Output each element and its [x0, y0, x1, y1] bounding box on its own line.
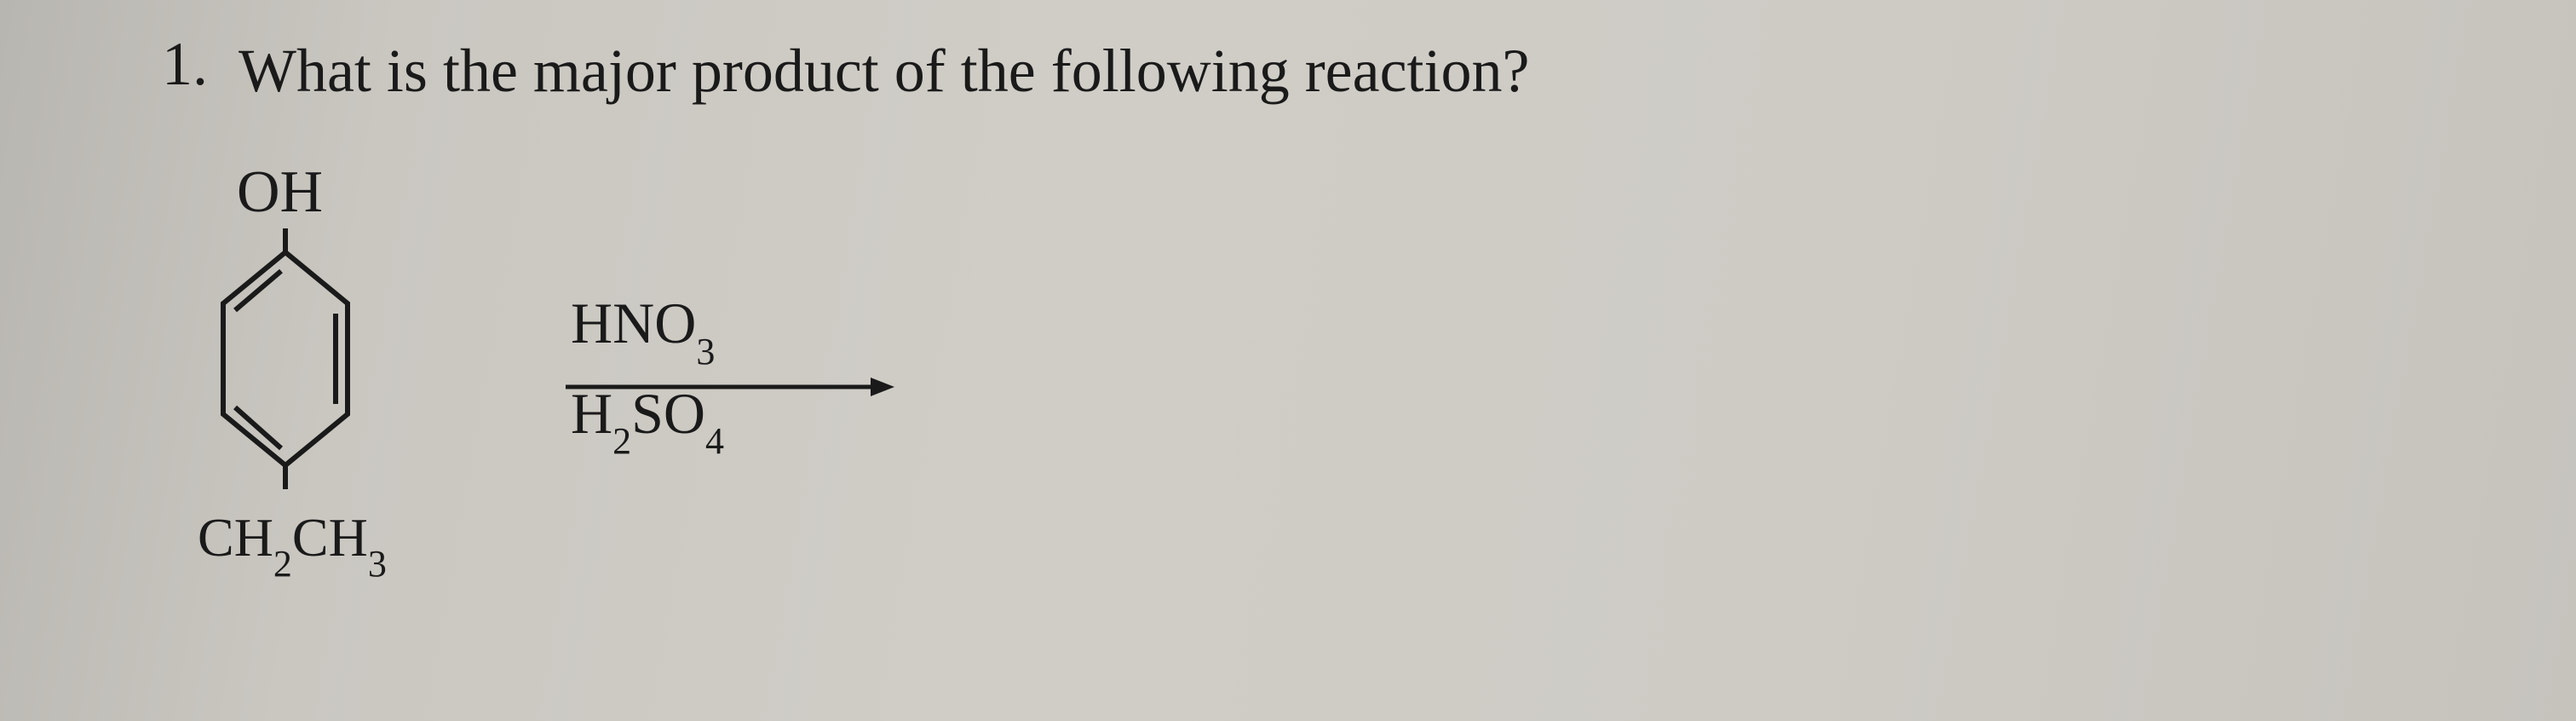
reagent-top-part-0: HNO [571, 291, 696, 355]
substituent-top-label: OH [237, 159, 323, 227]
ethyl-part-2: CH [292, 507, 368, 568]
ring-outline [223, 228, 348, 489]
substituent-bottom-label: CH2CH3 [198, 506, 387, 577]
ethyl-part-3: 3 [368, 543, 387, 585]
reagent-bottom-part-1: 2 [612, 420, 631, 462]
page-root: 1. What is the major product of the foll… [0, 0, 2576, 721]
benzene-ring [196, 228, 375, 493]
reaction-conditions: HNO3 H2SO4 [571, 290, 724, 454]
ethyl-part-0: CH [198, 507, 273, 568]
question-number: 1. [162, 27, 208, 101]
ethyl-part-1: 2 [273, 543, 292, 585]
hexagon [223, 252, 348, 465]
reaction-arrow [566, 372, 908, 406]
reagent-top-part-1: 3 [696, 331, 715, 372]
arrow-head [871, 378, 894, 396]
question-text: What is the major product of the followi… [239, 34, 1530, 107]
reagent-bottom-part-3: 4 [705, 420, 724, 462]
reagent-top: HNO3 [571, 290, 724, 365]
